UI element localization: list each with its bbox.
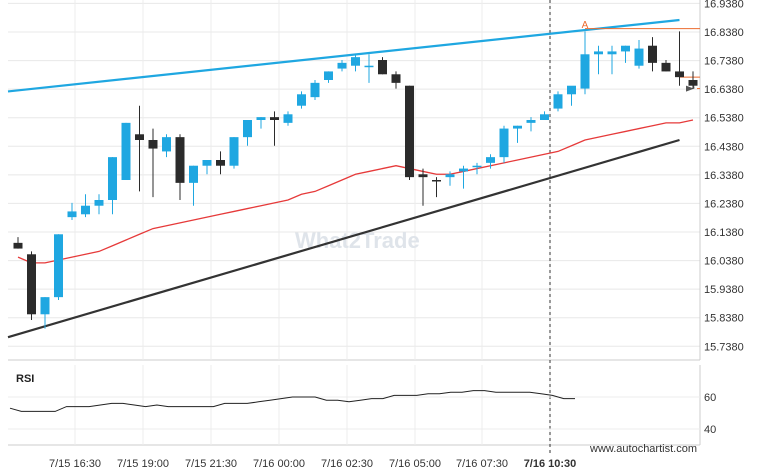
- candle-body: [648, 45, 657, 63]
- candle-body: [256, 117, 266, 120]
- candle-body: [94, 200, 104, 206]
- candle-body: [378, 60, 387, 75]
- candle-body: [445, 174, 455, 178]
- y-tick-label: 16.5380: [704, 113, 744, 125]
- y-tick-label: 16.4380: [704, 141, 744, 153]
- candle-body: [661, 62, 671, 72]
- support-trendline: [7, 138, 680, 339]
- candle-body: [513, 125, 522, 129]
- candle-body: [148, 140, 158, 149]
- x-tick-label: 7/15 21:30: [185, 458, 237, 470]
- y-tick-label: 16.7380: [704, 56, 744, 68]
- candle-body: [108, 157, 117, 200]
- candle-body: [432, 180, 441, 182]
- x-tick-label: 7/16 05:00: [389, 458, 441, 470]
- candle-body: [81, 205, 90, 215]
- candle-body: [567, 85, 576, 95]
- trend-lines: [7, 18, 680, 339]
- candle-body: [243, 120, 252, 138]
- candle-body: [553, 94, 563, 109]
- candle-body: [391, 74, 401, 83]
- candle-body: [270, 117, 279, 120]
- candle-body: [216, 160, 225, 166]
- source-credit[interactable]: www.autochartist.com: [589, 443, 697, 455]
- y-tick-label: 16.8380: [704, 27, 744, 39]
- candle-body: [486, 157, 495, 163]
- pattern-marker: A: [582, 20, 589, 31]
- candle-body: [675, 71, 684, 78]
- rsi-line: [9, 390, 575, 412]
- time-axis: 7/15 16:30 7/15 19:00 7/15 21:30 7/16 00:00…: [49, 458, 576, 470]
- candle-body: [364, 65, 374, 68]
- candle-body: [472, 165, 482, 168]
- candle-body: [526, 120, 536, 123]
- x-tick-label: 7/16 07:30: [456, 458, 508, 470]
- y-tick-label: 16.3380: [704, 170, 744, 182]
- candle-body: [324, 71, 333, 80]
- candle-body: [175, 137, 185, 183]
- y-tick-label: 15.8380: [704, 313, 744, 325]
- rsi-tick-label: 40: [704, 424, 716, 436]
- candle-body: [580, 54, 590, 89]
- x-tick-label: 7/15 16:30: [49, 458, 101, 470]
- candle-body: [459, 168, 468, 172]
- candle-body: [634, 48, 644, 66]
- candle-body: [202, 160, 212, 166]
- y-tick-label: 16.6380: [704, 84, 744, 96]
- candle-body: [594, 51, 603, 55]
- ma-line: [17, 119, 694, 264]
- candles: [13, 31, 698, 329]
- y-tick-label: 15.7380: [704, 341, 744, 353]
- candle-body: [40, 297, 50, 315]
- x-tick-label: 7/16 00:00: [253, 458, 305, 470]
- candle-body: [351, 57, 360, 66]
- candle-body: [499, 128, 509, 158]
- watermark: What2Trade: [295, 228, 420, 253]
- candle-body: [621, 45, 630, 52]
- rsi-panel: 60 40: [8, 390, 716, 436]
- y-tick-label: 15.9380: [704, 284, 744, 296]
- candle-body: [337, 62, 347, 69]
- y-tick-label: 16.0380: [704, 256, 744, 268]
- rsi-label: RSI: [16, 373, 34, 385]
- candle-body: [283, 114, 293, 123]
- candle-body: [27, 254, 36, 315]
- rsi-tick-label: 60: [704, 392, 716, 404]
- x-tick-label: 7/16 02:30: [321, 458, 373, 470]
- candle-body: [688, 80, 698, 86]
- candle-body: [67, 211, 77, 218]
- x-tick-label: 7/16 10:30: [524, 458, 577, 470]
- candle-body: [121, 122, 131, 180]
- candle-body: [162, 137, 171, 152]
- y-tick-label: 16.2380: [704, 198, 744, 210]
- candle-body: [189, 165, 198, 183]
- forecast-arrowhead: [686, 85, 694, 92]
- candle-body: [540, 114, 549, 120]
- price-axis: 16.9380 16.8380 16.7380 16.6380 16.5380 16.43…: [704, 0, 744, 353]
- x-tick-label: 7/15 19:00: [117, 458, 169, 470]
- moving-average: [17, 119, 694, 264]
- candle-body: [135, 134, 144, 140]
- candle-body: [607, 51, 617, 55]
- candle-body: [54, 234, 63, 298]
- candle-body: [229, 137, 239, 166]
- candle-body: [297, 94, 306, 106]
- candle-body: [13, 242, 23, 249]
- candle-body: [405, 85, 414, 178]
- candle-body: [418, 174, 428, 178]
- y-tick-label: 16.1380: [704, 227, 744, 239]
- resistance-trendline: [7, 18, 680, 93]
- y-tick-label: 16.9380: [704, 0, 744, 10]
- candle-body: [310, 82, 320, 98]
